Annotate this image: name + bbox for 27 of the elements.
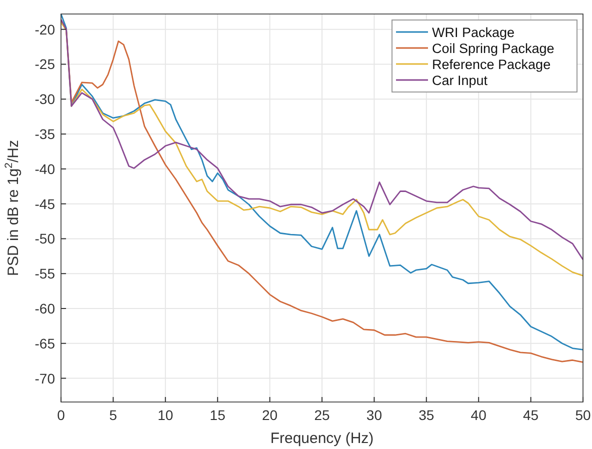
x-tick-label: 40 — [470, 407, 487, 423]
x-tick-label: 20 — [262, 407, 278, 423]
x-tick-label: 30 — [366, 407, 382, 423]
y-tick-label: -55 — [34, 266, 56, 282]
x-tick-label: 5 — [109, 407, 118, 423]
legend-label: Car Input — [432, 73, 488, 88]
y-tick-label: -25 — [34, 56, 56, 72]
y-tick-label: -30 — [34, 91, 56, 108]
x-tick-label: 25 — [314, 407, 330, 423]
y-tick-label: -60 — [34, 300, 56, 316]
x-axis-title: Frequency (Hz) — [270, 430, 374, 447]
y-tick-label: -50 — [34, 230, 56, 247]
x-tick-label: 10 — [158, 407, 174, 423]
x-tick-label: 15 — [210, 407, 226, 423]
y-tick-label: -45 — [34, 196, 56, 212]
y-tick-label: -65 — [34, 335, 56, 352]
legend-label: Reference Package — [432, 57, 551, 72]
x-tick-label: 0 — [57, 407, 66, 423]
y-tick-label: -40 — [34, 160, 56, 177]
x-tick-label: 50 — [575, 407, 591, 423]
y-tick-label: -70 — [34, 370, 56, 386]
y-tick-label: -20 — [34, 21, 56, 38]
x-tick-label: 45 — [523, 407, 539, 423]
legend-label: WRI Package — [432, 25, 515, 40]
legend-label: Coil Spring Package — [432, 41, 554, 56]
x-tick-label: 35 — [418, 407, 434, 423]
y-tick-label: -35 — [34, 126, 56, 142]
